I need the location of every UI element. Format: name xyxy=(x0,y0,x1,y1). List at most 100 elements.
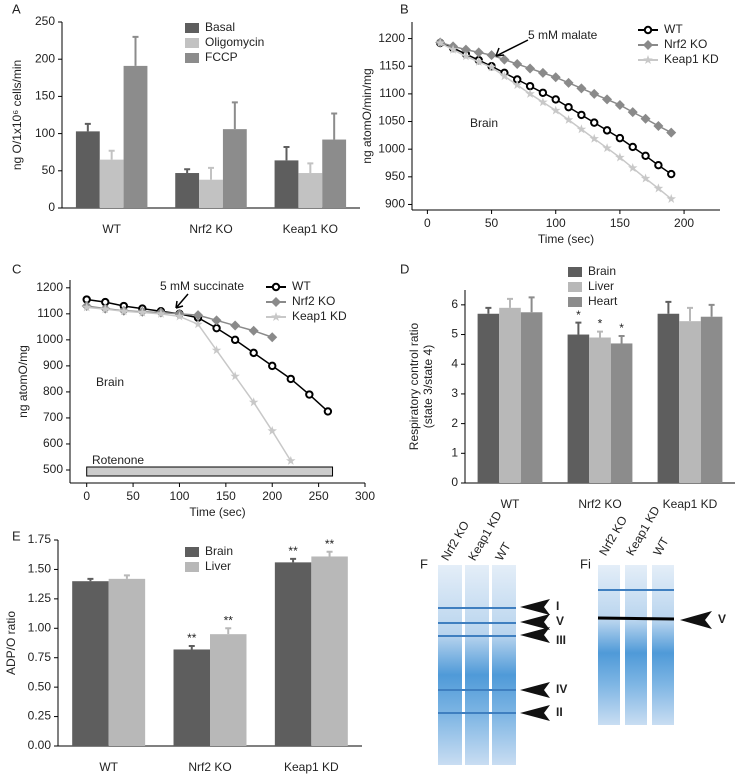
annotation: Brain xyxy=(96,375,124,389)
significance: ** xyxy=(325,537,335,551)
y-tick-label: 150 xyxy=(35,89,55,103)
bar xyxy=(222,129,247,208)
point xyxy=(499,71,510,81)
y-tick-label: 1.25 xyxy=(28,591,52,605)
error-bar xyxy=(84,122,91,132)
point xyxy=(268,361,277,371)
error-bar xyxy=(225,627,232,635)
y-tick-label: 3 xyxy=(451,386,458,400)
y-tick-label: 1.00 xyxy=(28,620,52,634)
point xyxy=(156,308,166,318)
error-bar xyxy=(184,168,191,174)
y-tick-label: 1100 xyxy=(37,306,63,320)
point xyxy=(615,152,625,162)
y-tick-label: 0 xyxy=(451,475,458,489)
bar xyxy=(298,173,323,208)
y-axis-label: (state 3/state 4) xyxy=(421,345,435,428)
point xyxy=(211,315,222,326)
point xyxy=(230,320,241,331)
point xyxy=(653,120,664,131)
point xyxy=(230,335,240,345)
legend-marker xyxy=(643,55,653,64)
y-tick-label: 2 xyxy=(451,416,458,430)
band-label: III xyxy=(556,633,566,647)
point xyxy=(137,307,148,317)
error-bar xyxy=(507,297,513,308)
legend-label: Nrf2 KO xyxy=(664,37,707,51)
legend-label: Liver xyxy=(205,559,231,573)
y-tick-label: 1100 xyxy=(379,86,405,100)
point xyxy=(448,44,458,54)
panel-label: C xyxy=(12,261,21,276)
x-tick-label: Keap1 KD xyxy=(663,497,718,511)
panel: A 0 50 100 150 200 250 ng O/1x10⁶ cells/min Basa… xyxy=(10,1,360,236)
legend-label: FCCP xyxy=(205,50,238,64)
point xyxy=(551,105,561,115)
legend-swatch xyxy=(185,53,199,63)
legend-marker xyxy=(643,40,653,50)
point xyxy=(512,59,523,70)
significance: * xyxy=(598,317,603,331)
point xyxy=(305,390,314,399)
y-tick-label: 800 xyxy=(43,384,63,398)
y-axis-label: ng O/1x10⁶ cells/min xyxy=(10,60,24,170)
band-label: V xyxy=(556,614,564,628)
point xyxy=(666,193,676,203)
gel-fi xyxy=(597,565,712,725)
legend-swatch xyxy=(568,282,582,292)
error-bar xyxy=(123,574,130,579)
annotation: 5 mM malate xyxy=(528,28,598,42)
y-tick-label: 6 xyxy=(451,297,458,311)
error-bar xyxy=(575,321,582,335)
point xyxy=(461,51,471,61)
error-bar xyxy=(108,149,115,160)
error-bar xyxy=(326,550,333,557)
point xyxy=(641,151,650,161)
y-tick-label: 0 xyxy=(48,200,55,214)
y-tick-label: 700 xyxy=(43,410,63,424)
point xyxy=(81,302,92,312)
point xyxy=(193,319,203,329)
x-tick-label: 150 xyxy=(216,489,236,503)
point xyxy=(230,371,240,381)
y-tick-label: 1000 xyxy=(36,332,63,346)
gel-bands xyxy=(438,607,516,714)
y-axis-label: ng atomO/mg xyxy=(16,345,30,418)
point xyxy=(564,102,573,112)
point xyxy=(512,80,522,90)
error-bar xyxy=(618,335,625,344)
point xyxy=(538,88,548,97)
bar xyxy=(99,159,124,208)
x-tick-label: 50 xyxy=(126,489,140,503)
bar xyxy=(610,343,633,483)
point xyxy=(538,97,548,107)
gel-arrow xyxy=(680,611,712,629)
y-tick-label: 200 xyxy=(35,51,55,65)
point xyxy=(211,345,222,355)
point xyxy=(537,67,548,78)
significance: ** xyxy=(288,544,298,558)
legend-swatch xyxy=(185,38,199,48)
x-tick-label: WT xyxy=(99,760,118,774)
error-bar xyxy=(485,306,492,314)
gel-lane xyxy=(652,565,674,725)
legend-marker xyxy=(271,297,281,307)
x-tick-label: Nrf2 KO xyxy=(188,760,231,774)
x-tick-label: Nrf2 KO xyxy=(189,222,232,236)
gel-band xyxy=(597,616,675,621)
point xyxy=(589,133,599,143)
error-bar xyxy=(528,296,535,313)
x-tick-label: 100 xyxy=(546,216,566,230)
panel: E 0.00 0.25 0.50 0.75 1.00 1.25 1.50 1.75 ADP/O r… xyxy=(4,528,362,774)
significance: ** xyxy=(187,631,197,645)
x-tick-label: WT xyxy=(501,497,520,511)
point xyxy=(628,142,637,152)
error-bar xyxy=(307,162,314,174)
bar xyxy=(75,131,100,208)
x-tick-label: Keap1 KO xyxy=(283,222,338,236)
bar xyxy=(520,312,543,483)
y-tick-label: 900 xyxy=(43,358,63,372)
y-tick-label: 950 xyxy=(385,169,405,183)
